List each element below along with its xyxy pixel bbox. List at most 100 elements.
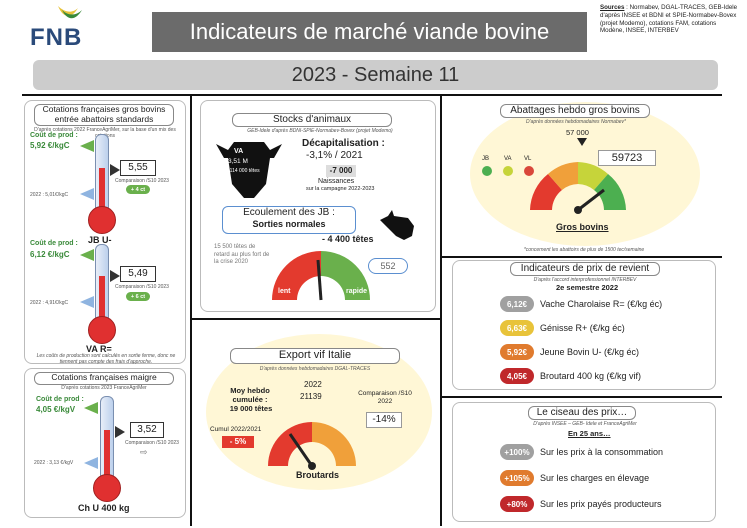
prix-subtitle: D'après l'accord interprofessionnel INTE… xyxy=(533,277,637,283)
prix-value: 5,92€ xyxy=(500,344,534,360)
export-moy-label: Moy hebdo cumulée : xyxy=(230,386,270,404)
divider-mid xyxy=(192,318,440,320)
va-cost-label: Coût de prod : xyxy=(30,240,78,247)
jb-name: JB U- xyxy=(88,235,112,245)
ciseau-value: +100% xyxy=(500,444,534,460)
va-delta: + 6 ct xyxy=(126,292,150,301)
maigre-name: Ch U 400 kg xyxy=(78,503,130,513)
divider-right-1 xyxy=(442,256,722,258)
maigre-title: Cotations françaises maigre xyxy=(34,372,174,385)
decap-label: Décapitalisation : xyxy=(302,138,385,149)
divider-v2 xyxy=(440,96,442,526)
sources: Sources : Normabev, DGAL-TRACES, GEB-Ide… xyxy=(600,4,738,35)
export-subtitle: D'après données hebdomadaires DGAL-TRACE… xyxy=(259,366,371,372)
ciseau-title: Le ciseau des prix… xyxy=(528,406,636,420)
export-year: 2022 xyxy=(304,380,322,389)
logo-text: FNB xyxy=(30,24,83,51)
abattages-gauge xyxy=(530,162,626,214)
va-ref-2022: 2022 : 4,91€/kgC xyxy=(30,300,69,306)
ciseau-label: Sur les prix payés producteurs xyxy=(540,499,662,509)
ciseau-label: Sur les charges en élevage xyxy=(540,473,650,483)
jb-ref-arrow xyxy=(80,188,94,200)
maigre-thermometer-bulb xyxy=(93,474,121,502)
jb-cost-arrow xyxy=(80,140,94,152)
ciseau-row: +100% Sur les prix à la consommation xyxy=(500,442,663,462)
abattages-marker xyxy=(577,138,587,146)
va-cost-value: 6,12 €/kgC xyxy=(30,250,70,259)
prix-title: Indicateurs de prix de revient xyxy=(510,262,660,276)
va-value: 5,49 xyxy=(120,266,156,282)
legend-vl-dot xyxy=(524,166,534,176)
divider-right-2 xyxy=(442,396,722,398)
retard-text: 15 500 têtes de retard au plus fort de l… xyxy=(214,244,270,265)
ecoulement-label: Ecoulement des JB : xyxy=(243,207,335,218)
maigre-comparison: Comparaison /S10 2023 xyxy=(125,440,179,446)
page-title: Indicateurs de marché viande bovine xyxy=(152,12,587,52)
prix-label: Broutard 400 kg (€/kg vif) xyxy=(540,371,642,381)
legend-jb: JB xyxy=(482,156,490,162)
prix-row: 6,12€ Vache Charolaise R= (€/kg éc) xyxy=(500,294,662,314)
export-title: Export vif Italie xyxy=(230,348,400,364)
jb-cost-label: Coût de prod : xyxy=(30,132,78,139)
va-comparison: Comparaison /S10 2023 xyxy=(115,284,169,290)
prix-value: 6,12€ xyxy=(500,296,534,312)
legend-jb-dot xyxy=(482,166,492,176)
abattages-title: Abattages hebdo gros bovins xyxy=(500,104,650,118)
divider-v1 xyxy=(190,96,192,526)
ciseau-row: +80% Sur les prix payés producteurs xyxy=(500,494,663,514)
naissances-label: Naissances xyxy=(318,178,355,185)
va-thermometer-bulb xyxy=(88,316,116,344)
legend-va: VA xyxy=(504,156,512,162)
ciseau-card xyxy=(452,402,716,522)
decap-value: -3,1% / 2021 xyxy=(306,150,363,161)
jb-thermometer-bulb xyxy=(88,206,116,234)
maigre-subtitle: D'après cotations 2023 FranceAgriMer xyxy=(61,385,147,391)
naissances-value: -7 000 xyxy=(326,165,356,177)
jb-ref-2022: 2022 : 5,01€/kgC xyxy=(30,192,69,198)
va-ref-arrow xyxy=(80,296,94,308)
jb-delta: + 4 ct xyxy=(126,185,150,194)
ciseau-label: Sur les prix à la consommation xyxy=(540,447,664,457)
bull-icon xyxy=(380,210,414,240)
cotations-note: Les coûts de production sont calculés en… xyxy=(36,353,176,365)
maigre-ref-arrow xyxy=(84,457,98,469)
export-cumul-value: - 5% xyxy=(222,436,254,448)
divider-top xyxy=(22,94,722,96)
maigre-cost-value: 4,05 €/kgV xyxy=(36,405,76,414)
prix-card xyxy=(452,260,716,390)
export-year-value: 21139 xyxy=(300,392,322,401)
gauge-right-label: rapide xyxy=(346,288,368,295)
maigre-thermometer-fill xyxy=(104,430,110,480)
naissances-period: sur la campagne 2022-2023 xyxy=(306,186,375,192)
abattages-label: Gros bovins xyxy=(556,222,609,232)
prix-value: 4,05€ xyxy=(500,368,534,384)
maigre-ref-2022: 2022 : 3,13 €/kgV xyxy=(34,460,74,466)
maigre-pointer xyxy=(115,426,125,438)
cow-icon xyxy=(216,142,282,198)
cotations-title: Cotations françaises gros bovins entrée … xyxy=(34,104,174,126)
va-pointer xyxy=(110,270,120,282)
export-comparison-value: -14% xyxy=(366,412,402,428)
prix-period: 2e semestre 2022 xyxy=(556,283,619,292)
stocks-subtitle: GEB-Idele d'après BDNI-SPIE-Normabev-Bov… xyxy=(247,128,393,134)
prix-row: 6,63€ Génisse R+ (€/kg éc) xyxy=(500,318,662,338)
export-cumul-label: Cumul 2022/2021 xyxy=(210,426,262,433)
prix-row: 5,92€ Jeune Bovin U- (€/kg éc) xyxy=(500,342,662,362)
prix-row: 4,05€ Broutard 400 kg (€/kg vif) xyxy=(500,366,662,386)
prix-label: Vache Charolaise R= (€/kg éc) xyxy=(540,299,663,309)
prix-label: Jeune Bovin U- (€/kg éc) xyxy=(540,347,640,357)
ecoulement-box: Ecoulement des JB : Sorties normales xyxy=(222,206,356,234)
prix-value: 6,63€ xyxy=(500,320,534,336)
gauge-left-label: lent xyxy=(278,288,291,295)
stocks-title: Stocks d'animaux xyxy=(232,113,392,127)
legend-va-dot xyxy=(503,166,513,176)
week-banner: 2023 - Semaine 11 xyxy=(33,60,718,90)
jb-value: 5,55 xyxy=(120,160,156,176)
maigre-value: 3,52 xyxy=(130,422,164,438)
ciseau-value: +105% xyxy=(500,470,534,486)
abattages-footnote: *concernent les abattoirs de plus de 150… xyxy=(523,247,645,253)
ciseau-value: +80% xyxy=(500,496,534,512)
ciseau-row: +105% Sur les charges en élevage xyxy=(500,468,663,488)
ciseau-period: En 25 ans… xyxy=(568,429,611,438)
export-gauge-label: Broutards xyxy=(296,470,340,480)
